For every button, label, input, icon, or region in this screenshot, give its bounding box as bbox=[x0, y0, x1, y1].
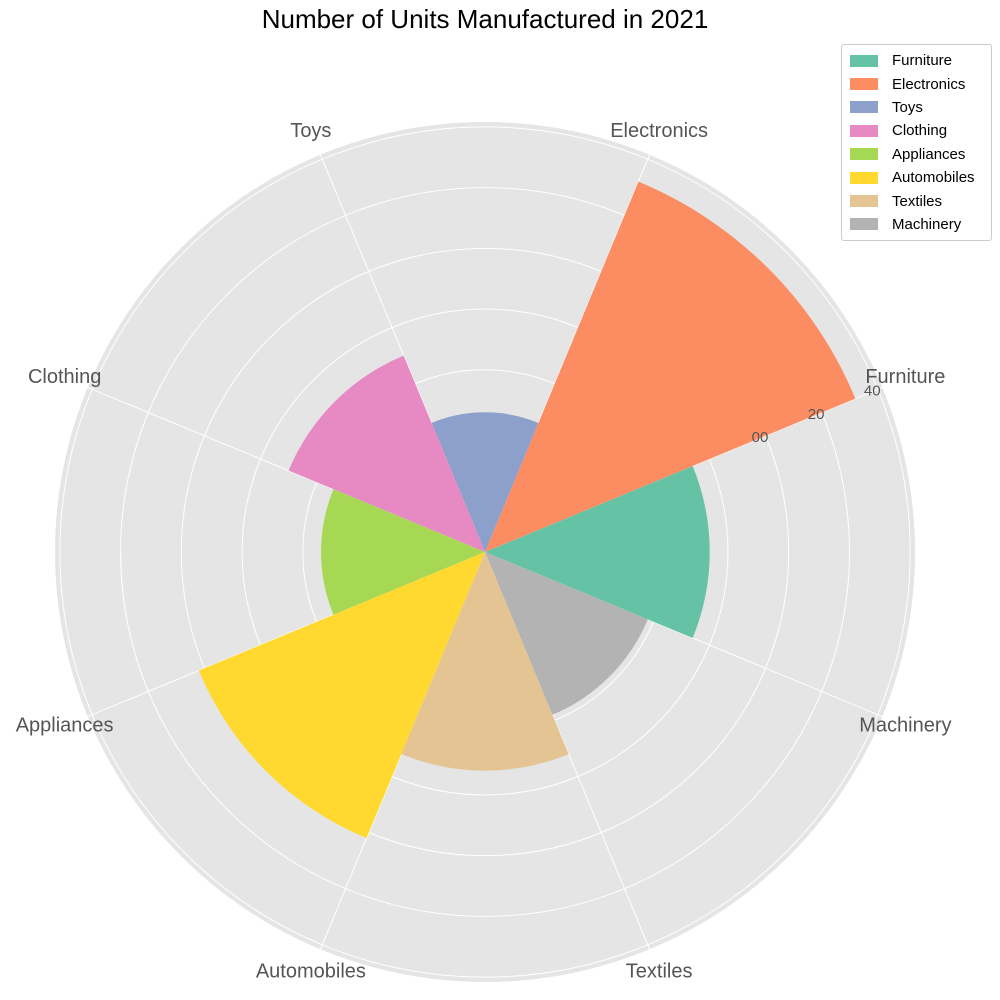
bar-clothing bbox=[288, 355, 485, 552]
legend-item: Toys bbox=[842, 96, 991, 119]
bar-textiles bbox=[401, 552, 569, 771]
legend-swatch bbox=[850, 124, 878, 137]
legend-label: Furniture bbox=[892, 52, 953, 70]
legend-swatch bbox=[850, 78, 878, 91]
radial-gridline bbox=[241, 308, 729, 796]
legend-label: Machinery bbox=[892, 215, 962, 233]
bar-automobiles bbox=[198, 552, 486, 839]
legend-label: Textiles bbox=[892, 192, 943, 210]
legend-swatch bbox=[850, 171, 878, 184]
legend-item: Automobiles bbox=[842, 166, 991, 189]
legend-swatch bbox=[850, 101, 878, 114]
legend-swatch bbox=[850, 148, 878, 161]
legend-item: Machinery bbox=[842, 213, 991, 236]
legend-label: Clothing bbox=[892, 122, 948, 140]
bar-appliances bbox=[321, 489, 485, 615]
legend-label: Electronics bbox=[892, 75, 966, 93]
legend-label: Automobiles bbox=[892, 169, 975, 187]
category-label: Furniture bbox=[865, 366, 945, 388]
legend-item: Clothing bbox=[842, 119, 991, 142]
radial-tick-label: 20 bbox=[808, 406, 825, 423]
legend: Furniture Electronics Toys Clothing Applianc… bbox=[841, 44, 992, 242]
legend-swatch bbox=[850, 218, 878, 231]
legend-label: Appliances bbox=[892, 145, 966, 163]
legend-item: Textiles bbox=[842, 189, 991, 212]
legend-item: Furniture bbox=[842, 49, 991, 72]
legend-item: Appliances bbox=[842, 143, 991, 166]
radial-gridline bbox=[59, 126, 911, 978]
bar-electronics bbox=[485, 181, 856, 553]
category-label: Toys bbox=[290, 120, 331, 142]
radial-gridline bbox=[180, 247, 790, 857]
legend-label: Toys bbox=[892, 98, 923, 116]
bar-machinery bbox=[485, 552, 648, 715]
bar-furniture bbox=[485, 466, 710, 638]
category-label: Appliances bbox=[16, 714, 114, 736]
legend-swatch bbox=[850, 195, 878, 208]
legend-swatch bbox=[850, 54, 878, 67]
category-label: Automobiles bbox=[256, 961, 366, 983]
radial-gridline bbox=[120, 187, 850, 917]
radial-tick-label: 40 bbox=[864, 383, 881, 400]
category-label: Machinery bbox=[859, 714, 951, 736]
category-label: Electronics bbox=[610, 120, 708, 142]
category-label: Clothing bbox=[28, 366, 101, 388]
bar-toys bbox=[431, 412, 539, 552]
category-label: Textiles bbox=[626, 961, 693, 983]
chart-title: Number of Units Manufactured in 2021 bbox=[261, 4, 709, 34]
radial-tick-label: 00 bbox=[752, 429, 769, 446]
legend-item: Electronics bbox=[842, 72, 991, 95]
